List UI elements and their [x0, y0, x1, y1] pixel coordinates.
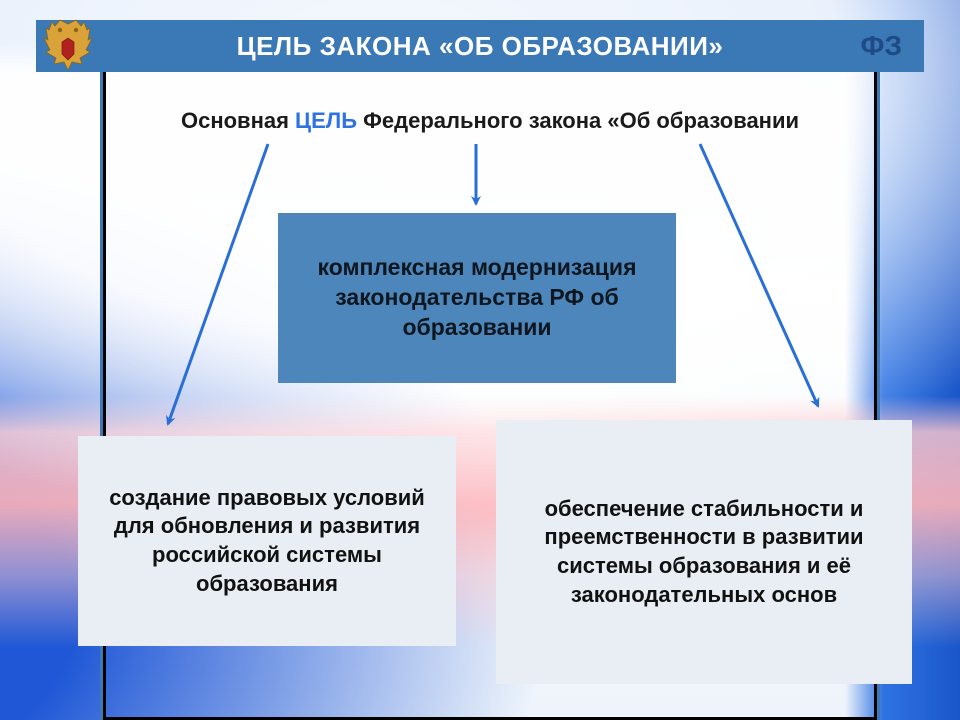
box-right-text: обеспечение стабильности и преемственнос…: [514, 495, 894, 609]
box-center: комплексная модернизация законодательств…: [278, 213, 676, 383]
emblem-icon: [40, 18, 96, 74]
box-right: обеспечение стабильности и преемственнос…: [496, 420, 912, 684]
intro-pre: Основная: [181, 108, 295, 133]
header-title: ЦЕЛЬ ЗАКОНА «ОБ ОБРАЗОВАНИИ»: [52, 31, 908, 62]
box-left: создание правовых условий для обновления…: [78, 436, 456, 646]
box-left-text: создание правовых условий для обновления…: [96, 484, 438, 598]
header-bar: ЦЕЛЬ ЗАКОНА «ОБ ОБРАЗОВАНИИ» ФЗ: [36, 20, 924, 72]
box-center-text: комплексная модернизация законодательств…: [296, 253, 658, 343]
intro-accent: ЦЕЛЬ: [295, 108, 357, 133]
intro-post: Федерального закона «Об образовании: [357, 108, 799, 133]
intro-text: Основная ЦЕЛЬ Федерального закона «Об об…: [100, 108, 880, 134]
slide-stage: ЦЕЛЬ ЗАКОНА «ОБ ОБРАЗОВАНИИ» ФЗ Основная…: [0, 0, 960, 720]
header-badge: ФЗ: [861, 30, 902, 62]
